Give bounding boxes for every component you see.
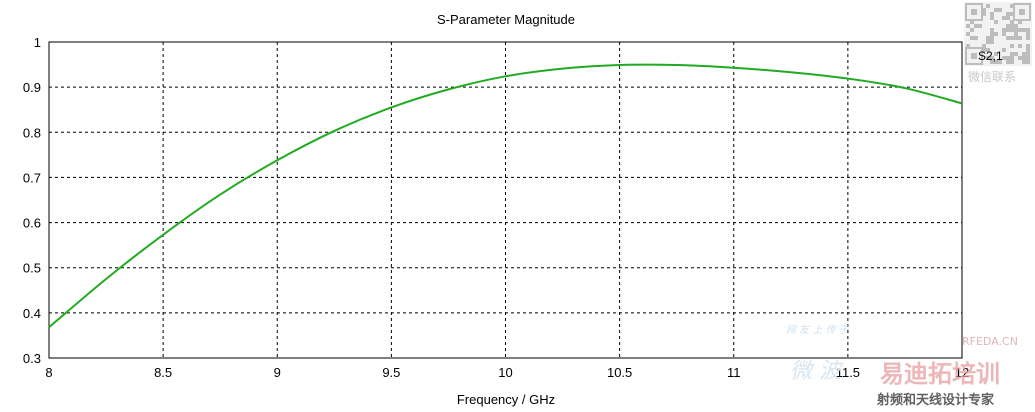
grid [49,42,962,358]
qr-code-image [964,2,1032,66]
chart-title: S-Parameter Magnitude [437,12,575,27]
y-tick-label: 0.7 [23,170,41,185]
series-line-s21 [48,63,963,329]
y-tick-labels: 0.3 0.4 0.5 0.6 0.7 0.8 0.9 1 [23,35,41,366]
x-tick-label: 9 [274,365,281,380]
x-tick-label: 8.5 [154,365,172,380]
site-watermark: RFEDA.CN [962,335,1018,348]
y-tick-label: 0.8 [23,125,41,140]
slogan-watermark: 射频和天线设计专家 [876,392,995,408]
x-tick-label: 10 [498,365,512,380]
y-tick-label: 0.4 [23,306,41,321]
brand-watermark: 易迪拓培训 [880,360,1000,388]
x-tick-label: 10.5 [607,365,632,380]
y-tick-label: 0.5 [23,261,41,276]
x-tick-labels: 8 8.5 9 9.5 10 10.5 11 11.5 12 [45,365,969,380]
x-tick-label: 11 [727,365,741,380]
series-layer [48,63,963,329]
x-tick-label: 11.5 [836,365,860,380]
x-axis-label: Frequency / GHz [457,392,555,407]
qr-caption-watermark: 微信联系 [968,70,1016,84]
y-tick-label: 1 [34,35,41,50]
y-tick-label: 0.6 [23,216,41,231]
x-tick-label: 12 [955,365,969,380]
x-tick-label: 9.5 [382,365,400,380]
faint-watermark-small: 网 友 上 传 于 [786,324,850,336]
y-tick-label: 0.3 [23,351,41,366]
y-tick-label: 0.9 [23,80,41,95]
faint-watermark-left: 微 波 [790,359,844,384]
legend-label: S2,1 [978,49,1003,63]
x-tick-label: 8 [45,365,52,380]
